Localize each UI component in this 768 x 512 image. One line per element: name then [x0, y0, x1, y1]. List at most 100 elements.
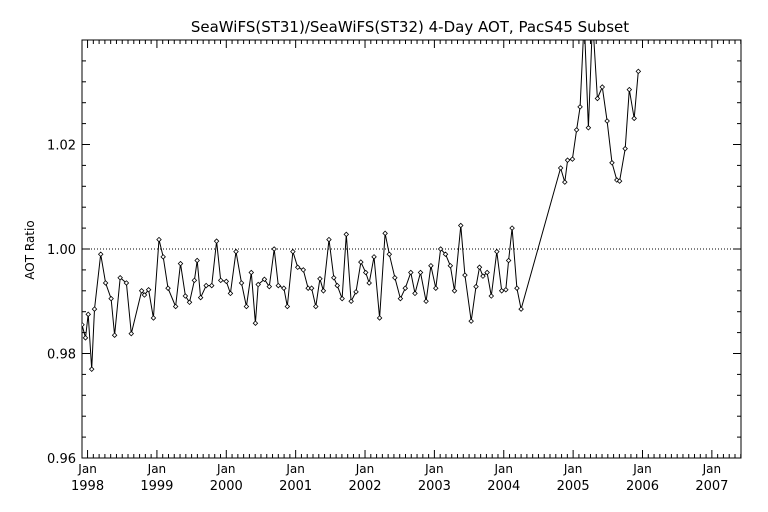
data-point [518, 306, 524, 312]
data-point [476, 264, 483, 271]
data-point [317, 276, 323, 282]
data-point [408, 269, 414, 276]
data-point [300, 267, 307, 273]
data-point [281, 285, 287, 291]
data-point [111, 332, 118, 338]
data-point [371, 254, 377, 260]
data-point [177, 260, 184, 267]
x-tick-year-label: 2005 [557, 479, 590, 494]
data-point [343, 231, 350, 238]
data-point [473, 283, 479, 290]
series-points [82, 68, 642, 372]
x-tick-year-label: 2000 [210, 479, 243, 494]
data-point [626, 86, 633, 93]
data-point [326, 236, 332, 243]
data-point [108, 295, 114, 302]
x-axis: Jan 1998 Jan 1999 Jan 2000 Jan 2001 Jan 2002 Jan 20… [71, 40, 742, 494]
y-axis: 0.96 0.98 1.00 1.02 [47, 39, 741, 467]
data-point [308, 285, 315, 291]
data-point [505, 257, 512, 264]
data-point [331, 274, 337, 281]
data-point [248, 269, 255, 276]
data-point [334, 282, 341, 289]
data-point [462, 272, 468, 278]
data-point [577, 104, 583, 110]
data-point [128, 330, 135, 337]
data-point [488, 293, 495, 299]
data-point [402, 285, 409, 291]
data-point [594, 95, 601, 102]
data-point [320, 288, 327, 294]
y-tick-label: 0.96 [47, 452, 76, 467]
x-tick-year-label: 1999 [140, 479, 173, 494]
data-point [294, 264, 301, 271]
data-point [609, 160, 615, 166]
data-point [562, 179, 568, 185]
data-point [233, 248, 239, 255]
data-point [223, 278, 230, 285]
x-tick-month-label: Jan [147, 462, 167, 476]
data-point [145, 286, 152, 293]
data-point [622, 145, 628, 152]
data-point [585, 125, 592, 131]
data-point [238, 280, 245, 286]
data-point [631, 115, 637, 122]
data-point [353, 289, 359, 295]
data-point [604, 118, 610, 124]
data-point [243, 303, 250, 310]
data-point [255, 281, 261, 288]
data-point [616, 178, 623, 184]
data-point [156, 236, 162, 243]
data-point [428, 262, 434, 269]
data-point [397, 295, 404, 302]
data-point [160, 254, 166, 260]
data-point [557, 165, 564, 171]
data-point [284, 303, 291, 310]
data-point [348, 298, 354, 305]
data-point [362, 269, 369, 276]
data-point [503, 286, 509, 293]
data-point [417, 269, 424, 276]
data-point [376, 315, 383, 321]
data-point [423, 298, 429, 305]
data-point [386, 251, 393, 257]
x-tick-month-label: Jan [702, 462, 722, 476]
data-point [392, 274, 398, 281]
data-point [514, 285, 520, 291]
x-tick-month-label: Jan [632, 462, 652, 476]
x-tick-year-label: 1998 [71, 479, 104, 494]
data-point [88, 366, 95, 372]
x-tick-month-label: Jan [494, 462, 514, 476]
data-point [437, 246, 444, 252]
data-point [182, 293, 189, 299]
data-point [480, 273, 486, 279]
x-tick-month-label: Jan [563, 462, 583, 476]
x-tick-month-label: Jan [285, 462, 305, 476]
data-point [82, 321, 85, 328]
data-point [194, 257, 200, 264]
data-point [366, 280, 372, 286]
data-point [97, 251, 104, 257]
data-point [82, 335, 89, 341]
data-point [494, 248, 500, 255]
data-point [117, 274, 123, 281]
data-point [150, 315, 157, 321]
x-tick-year-label: 2001 [279, 479, 312, 494]
data-point [102, 280, 109, 286]
chart-title: SeaWiFS(ST31)/SeaWiFS(ST32) 4-Day AOT, P… [191, 18, 629, 36]
data-point [382, 230, 388, 237]
data-point [123, 280, 130, 286]
data-point [484, 269, 490, 276]
plot-frame [81, 39, 742, 459]
data-point [569, 156, 576, 162]
data-point [91, 306, 98, 312]
data-point [358, 259, 364, 265]
data-point [227, 290, 234, 297]
data-point [339, 295, 345, 302]
x-tick-month-label: Jan [216, 462, 236, 476]
series-line [82, 40, 639, 370]
data-point [85, 311, 92, 318]
data-point [261, 276, 268, 283]
data-point [599, 84, 606, 90]
data-point [447, 262, 454, 269]
